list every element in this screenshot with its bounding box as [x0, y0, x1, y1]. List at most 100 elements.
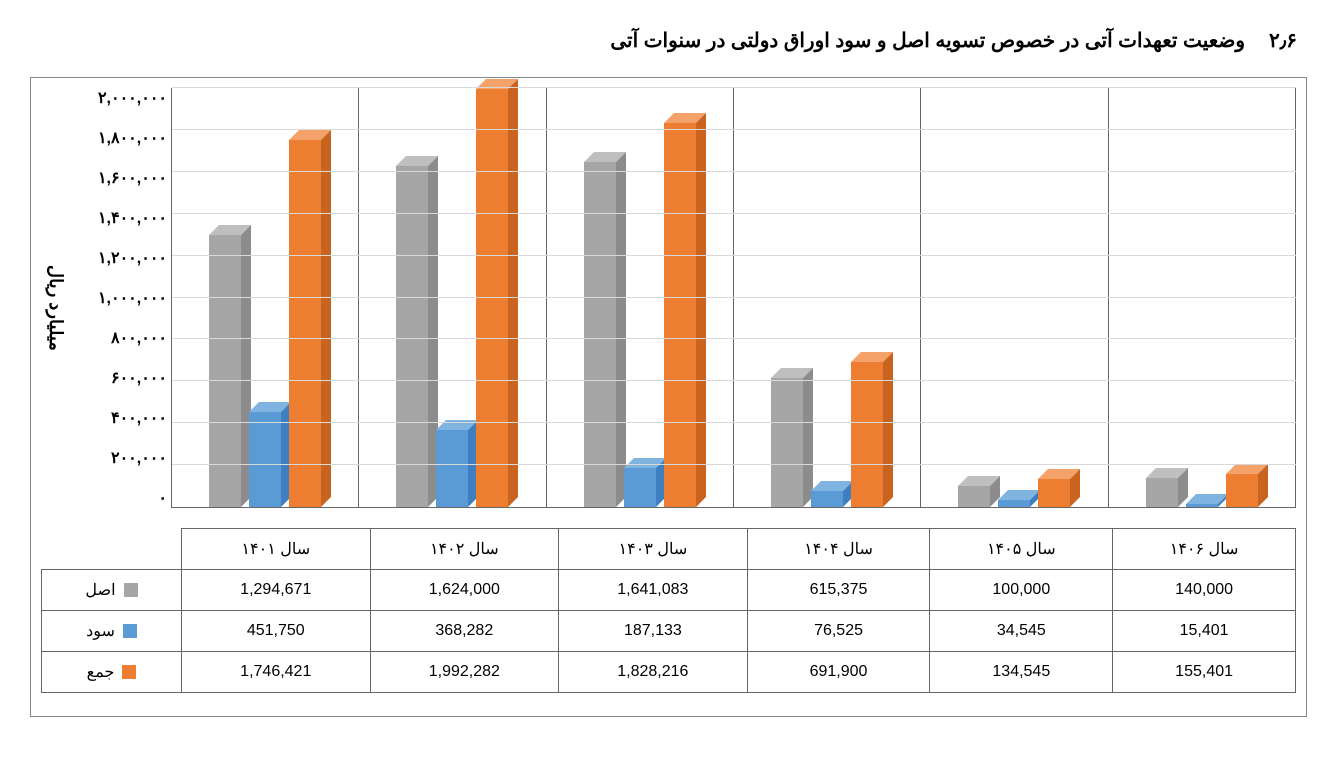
bar-total	[1226, 474, 1258, 507]
bar-front	[664, 123, 696, 507]
bar-principal	[771, 378, 803, 507]
y-tick-label: ۲,۰۰۰,۰۰۰	[71, 88, 167, 108]
gridline	[172, 255, 1296, 256]
y-tick-label: ۴۰۰,۰۰۰	[71, 408, 167, 428]
data-cell: 1,294,671	[182, 570, 371, 611]
data-cell: 1,641,083	[559, 570, 748, 611]
data-cell: 1,828,216	[559, 652, 748, 693]
y-axis-ticks: ۲,۰۰۰,۰۰۰ ۱,۸۰۰,۰۰۰ ۱,۶۰۰,۰۰۰ ۱,۴۰۰,۰۰۰ ۱,۲۰…	[71, 88, 167, 528]
bar-groups	[172, 88, 1296, 507]
gridline	[172, 87, 1296, 88]
data-cell: 140,000	[1113, 570, 1296, 611]
x-category: سال ۱۴۰۴	[747, 529, 930, 570]
plot-area	[171, 88, 1296, 508]
y-tick-label: ۱,۴۰۰,۰۰۰	[71, 208, 167, 228]
data-cell: 615,375	[747, 570, 930, 611]
legend-swatch	[124, 583, 138, 597]
bar-interest	[249, 412, 281, 507]
legend-label: جمع	[87, 662, 115, 682]
x-category: سال ۱۴۰۱	[182, 529, 371, 570]
bar-group	[172, 88, 359, 507]
section-text: وضعیت تعهدات آتی در خصوص تسویه اصل و سود…	[610, 28, 1245, 53]
gridline	[172, 213, 1296, 214]
bar-side	[321, 130, 331, 507]
bar-front	[1038, 479, 1070, 507]
legend-label: سود	[86, 621, 115, 641]
bar-side	[883, 352, 893, 507]
bar-front	[771, 378, 803, 507]
bar-total	[851, 362, 883, 507]
data-cell: 134,545	[930, 652, 1113, 693]
data-cell: 15,401	[1113, 611, 1296, 652]
bar-group	[359, 88, 546, 507]
data-cell: 368,282	[370, 611, 559, 652]
y-tick-label: ۲۰۰,۰۰۰	[71, 448, 167, 468]
data-table: سال ۱۴۰۱سال ۱۴۰۲سال ۱۴۰۳سال ۱۴۰۴سال ۱۴۰۵…	[41, 528, 1296, 693]
bar-principal	[584, 162, 616, 507]
bar-front	[476, 89, 508, 507]
bar-interest	[436, 430, 468, 507]
plot-layout: میلیارد ریال ۲,۰۰۰,۰۰۰ ۱,۸۰۰,۰۰۰ ۱,۶۰۰,۰۰۰…	[41, 88, 1296, 528]
bar-front	[289, 140, 321, 507]
x-category: سال ۱۴۰۲	[370, 529, 559, 570]
bar-front	[958, 486, 990, 507]
bar-front	[209, 235, 241, 507]
bar-group	[547, 88, 734, 507]
gridline	[172, 464, 1296, 465]
bar-total	[664, 123, 696, 507]
bar-group	[734, 88, 921, 507]
bar-side	[696, 113, 706, 507]
table-row: سود 451,750368,282187,13376,52534,54515,4…	[42, 611, 1296, 652]
data-cell: 187,133	[559, 611, 748, 652]
bar-front	[1186, 504, 1218, 507]
legend-swatch	[122, 665, 136, 679]
bar-interest	[1186, 504, 1218, 507]
x-category: سال ۱۴۰۶	[1113, 529, 1296, 570]
y-tick-label: ۱,۶۰۰,۰۰۰	[71, 168, 167, 188]
y-tick-label: ۸۰۰,۰۰۰	[71, 328, 167, 348]
bar-front	[436, 430, 468, 507]
bar-side	[1258, 464, 1268, 507]
bar-front	[1226, 474, 1258, 507]
y-tick-label: ۱,۲۰۰,۰۰۰	[71, 248, 167, 268]
gridline	[172, 422, 1296, 423]
gridline	[172, 129, 1296, 130]
bar-interest	[998, 500, 1030, 507]
section-title: ۲٫۶ وضعیت تعهدات آتی در خصوص تسویه اصل و…	[40, 28, 1297, 53]
data-cell: 1,992,282	[370, 652, 559, 693]
bar-total	[289, 140, 321, 507]
data-cell: 100,000	[930, 570, 1113, 611]
legend-cell-principal: اصل	[42, 570, 182, 611]
bar-group	[921, 88, 1108, 507]
data-cell: 1,746,421	[182, 652, 371, 693]
y-tick-label: ۱,۰۰۰,۰۰۰	[71, 288, 167, 308]
chart-frame: میلیارد ریال ۲,۰۰۰,۰۰۰ ۱,۸۰۰,۰۰۰ ۱,۶۰۰,۰۰۰…	[30, 77, 1307, 717]
bar-side	[508, 79, 518, 507]
y-axis-title: میلیارد ریال	[41, 88, 71, 528]
data-cell: 76,525	[747, 611, 930, 652]
bar-side	[616, 152, 626, 507]
data-cell: 451,750	[182, 611, 371, 652]
bar-interest	[811, 491, 843, 507]
bar-interest	[624, 468, 656, 507]
x-category: سال ۱۴۰۳	[559, 529, 748, 570]
bar-front	[396, 166, 428, 507]
bar-principal	[1146, 478, 1178, 507]
bar-front	[624, 468, 656, 507]
data-cell: 155,401	[1113, 652, 1296, 693]
bar-front	[811, 491, 843, 507]
data-cell: 1,624,000	[370, 570, 559, 611]
y-tick-label: ۱,۸۰۰,۰۰۰	[71, 128, 167, 148]
y-tick-label: ۶۰۰,۰۰۰	[71, 368, 167, 388]
gridline	[172, 338, 1296, 339]
legend-swatch	[123, 624, 137, 638]
legend-cell-total: جمع	[42, 652, 182, 693]
gridline	[172, 380, 1296, 381]
table-corner	[42, 529, 182, 570]
data-cell: 34,545	[930, 611, 1113, 652]
bar-principal	[209, 235, 241, 507]
gridline	[172, 297, 1296, 298]
table-row: جمع1,746,4211,992,2821,828,216691,900134…	[42, 652, 1296, 693]
bar-front	[851, 362, 883, 507]
bar-front	[584, 162, 616, 507]
